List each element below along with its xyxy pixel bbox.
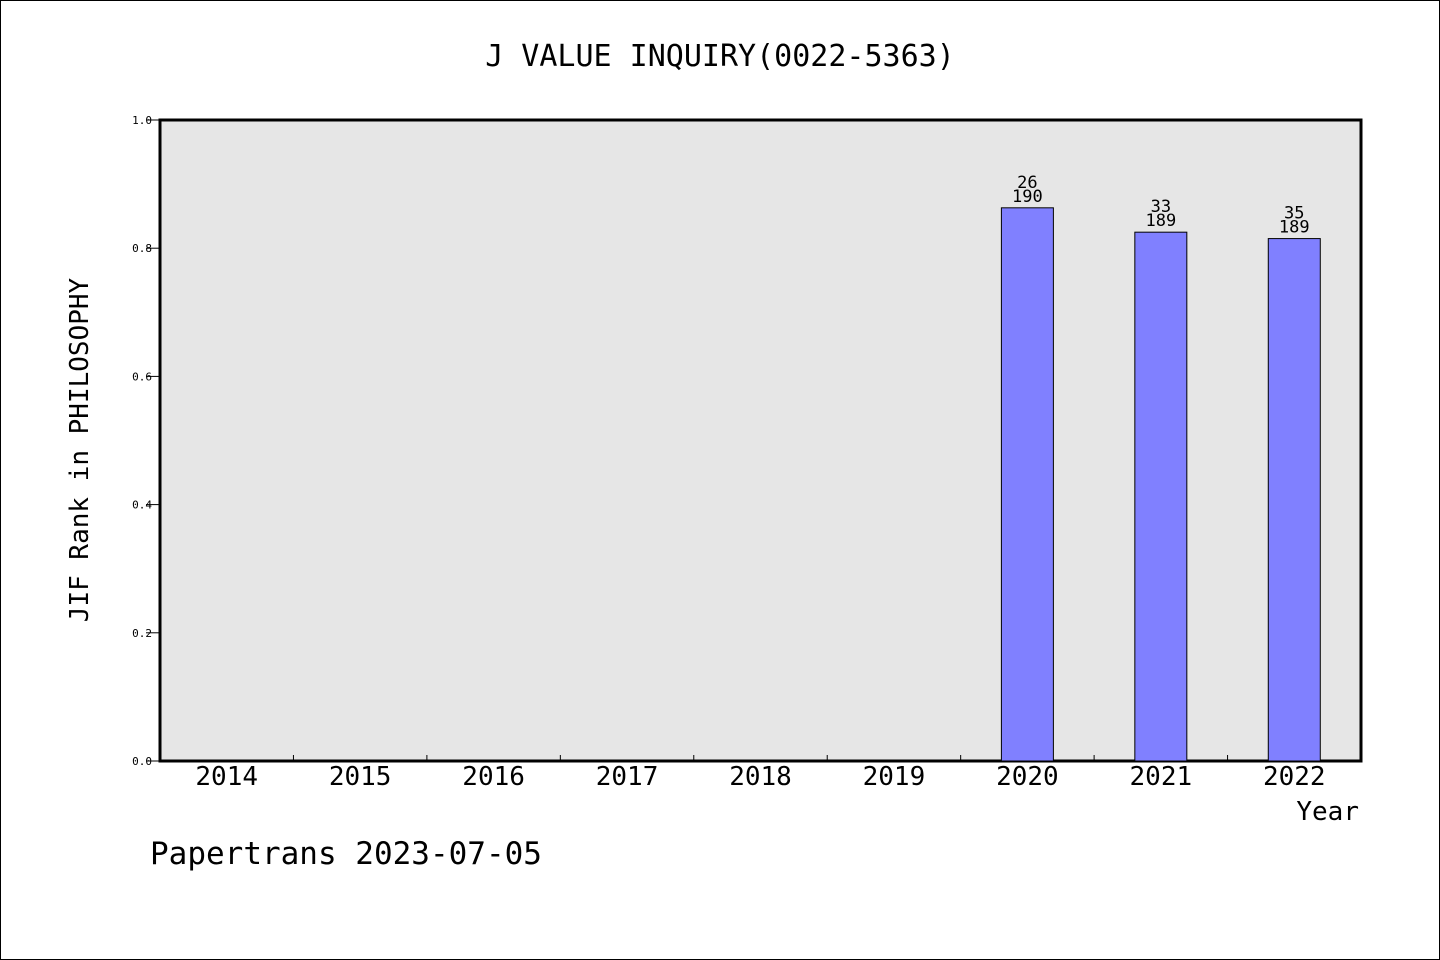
bar-label-rank: 33 [1151, 197, 1171, 217]
y-tick-label: 0.4 [132, 499, 152, 512]
x-tick-label: 2017 [596, 762, 659, 792]
x-tick-label: 2019 [863, 762, 926, 792]
x-tick-label: 2016 [462, 762, 525, 792]
x-tick-label: 2015 [329, 762, 392, 792]
x-tick-label: 2014 [195, 762, 258, 792]
x-axis-ticks: 2014 2015 2016 2017 2018 2019 2020 2021 2022 [195, 755, 1326, 792]
x-tick-label: 2018 [729, 762, 792, 792]
bar [1267, 238, 1321, 762]
x-axis-label: Year [1296, 797, 1359, 827]
bar [1134, 231, 1188, 762]
chart-title: J VALUE INQUIRY(0022-5363) [485, 39, 955, 74]
bar-label-rank: 26 [1017, 173, 1037, 193]
bar [1000, 207, 1054, 762]
y-tick-label: 0.8 [132, 242, 152, 255]
bar-label-total: 189 [1279, 218, 1310, 238]
bar-label-total: 189 [1145, 211, 1176, 231]
x-tick-label: 2022 [1263, 762, 1326, 792]
bar-label-total: 190 [1012, 187, 1043, 207]
bar-label-rank: 35 [1284, 204, 1304, 224]
y-tick-label: 0.0 [132, 755, 152, 768]
y-axis-label: JIF Rank in PHILOSOPHY [65, 277, 95, 622]
y-axis-ticks: 0.0 0.2 0.4 0.6 0.8 1.0 [132, 114, 160, 768]
y-tick-label: 0.6 [132, 370, 152, 383]
y-tick-label: 0.2 [132, 627, 152, 640]
x-tick-label: 2020 [996, 762, 1059, 792]
x-tick-label: 2021 [1130, 762, 1193, 792]
footer-credit: Papertrans 2023-07-05 [150, 836, 542, 872]
y-tick-label: 1.0 [132, 114, 152, 127]
